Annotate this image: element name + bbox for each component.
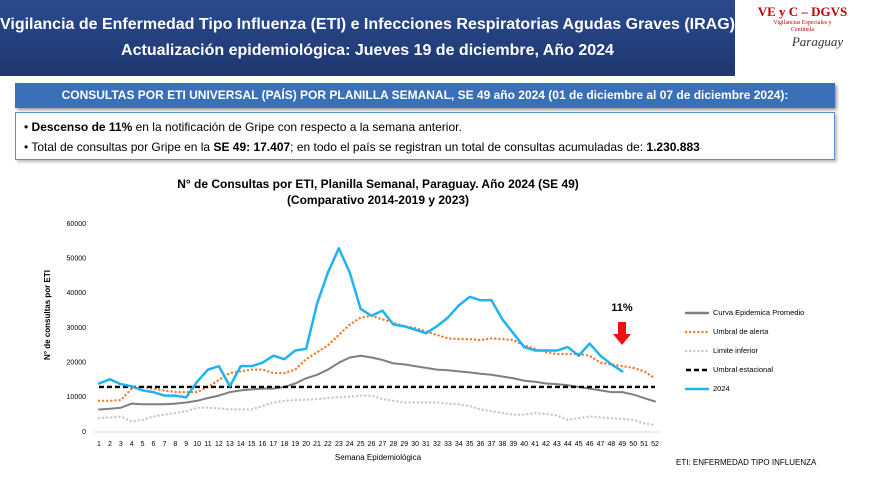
x-tick-label: 21 [313, 441, 321, 448]
x-tick-label: 17 [270, 441, 278, 448]
x-tick-label: 9 [184, 441, 188, 448]
x-tick-label: 25 [357, 441, 365, 448]
series-line [97, 247, 624, 399]
chart: N° de Consultas por ETI, Planilla Semana… [43, 177, 817, 467]
x-tick-label: 51 [640, 441, 648, 448]
series-line [98, 354, 656, 411]
logo-tagline: Vigilancias Especiales y [773, 20, 832, 26]
x-tick-label: 47 [597, 441, 605, 448]
x-tick-label: 28 [389, 441, 397, 448]
x-tick-label: 46 [586, 441, 594, 448]
annotation-arrow [613, 322, 631, 345]
x-tick-label: 37 [488, 441, 496, 448]
x-tick-label: 5 [141, 441, 145, 448]
x-tick-label: 50 [629, 441, 637, 448]
x-tick-label: 24 [346, 441, 354, 448]
x-tick-label: 33 [444, 441, 452, 448]
x-tick-label: 40 [520, 441, 528, 448]
y-tick-label: 60000 [67, 221, 87, 228]
logo: VE y C – DGVS Vigilancias Especiales y C… [740, 4, 865, 70]
y-tick-label: 50000 [67, 256, 87, 263]
note: ETI: ENFERMEDAD TIPO INFLUENZA [676, 458, 817, 467]
x-tick-label: 27 [379, 441, 387, 448]
header-title: Vigilancia de Enfermedad Tipo Influenza … [0, 16, 735, 33]
legend-label: Limite inferior [713, 346, 759, 355]
x-tick-label: 20 [302, 441, 310, 448]
legend-label: Curva Epidemica Promedio [713, 308, 804, 317]
x-tick-label: 13 [226, 441, 234, 448]
x-tick-label: 45 [575, 441, 583, 448]
x-axis-label: Semana Epidemiológica [335, 453, 422, 462]
x-tick-label: 15 [248, 441, 256, 448]
logo-name: VE y C – DGVS [757, 4, 848, 19]
x-tick-label: 31 [422, 441, 430, 448]
y-tick-label: 20000 [67, 360, 87, 367]
x-tick-label: 8 [173, 441, 177, 448]
x-tick-label: 41 [531, 441, 539, 448]
x-tick-label: 34 [455, 441, 463, 448]
annotation: 11% [611, 302, 633, 314]
x-tick-label: 42 [542, 441, 550, 448]
x-tick-label: 19 [291, 441, 299, 448]
header-subtitle: Actualización epidemiológica: Jueves 19 … [121, 42, 614, 59]
x-tick-label: 4 [130, 441, 134, 448]
legend-label: Umbral estacional [713, 365, 773, 374]
x-tick-label: 39 [509, 441, 517, 448]
x-tick-label: 48 [607, 441, 615, 448]
x-tick-label: 32 [433, 441, 441, 448]
x-tick-label: 11 [204, 441, 211, 448]
x-tick-label: 36 [477, 441, 485, 448]
legend-label: 2024 [713, 384, 730, 393]
x-tick-label: 22 [324, 441, 332, 448]
bullet-text: Descenso de 11% [31, 120, 133, 134]
y-tick-label: 30000 [67, 325, 87, 332]
y-tick-label: 0 [82, 429, 86, 436]
banner: CONSULTAS POR ETI UNIVERSAL (PAÍS) POR P… [15, 83, 835, 108]
chart-title: N° de Consultas por ETI, Planilla Semana… [177, 177, 579, 191]
bullet-box: • Descenso de 11% en la notificación de … [15, 112, 835, 160]
x-tick-label: 29 [400, 441, 408, 448]
x-tick-label: 7 [162, 441, 166, 448]
bullet: • Descenso de 11% en la notificación de … [24, 120, 462, 134]
header: Vigilancia de Enfermedad Tipo Influenza … [0, 0, 735, 76]
x-tick-label: 43 [553, 441, 561, 448]
y-axis-label: N° de consultas por ETI [43, 270, 52, 360]
x-tick-label: 26 [368, 441, 376, 448]
x-tick-label: 3 [119, 441, 123, 448]
x-tick-label: 38 [498, 441, 506, 448]
x-tick-label: 23 [335, 441, 343, 448]
chart-subtitle: (Comparativo 2014-2019 y 2023) [287, 193, 469, 207]
bullet-text: en la notificación de Gripe con respecto… [132, 120, 462, 134]
logo-country: Paraguay [791, 34, 844, 49]
legend-label: Umbral de alerta [713, 327, 769, 336]
y-tick-label: 40000 [67, 290, 87, 297]
x-tick-label: 2 [108, 441, 112, 448]
bullet: • Total de consultas por Gripe en la SE … [24, 140, 700, 154]
x-tick-label: 18 [280, 441, 288, 448]
bullet-text: 1.230.883 [646, 140, 700, 154]
x-tick-label: 16 [259, 441, 267, 448]
x-tick-label: 49 [618, 441, 626, 448]
bullet-text: Total de consultas por Gripe en la [31, 140, 214, 154]
x-tick-label: 6 [152, 441, 156, 448]
x-tick-label: 10 [193, 441, 201, 448]
x-tick-label: 12 [215, 441, 223, 448]
bullet-text: ; en todo el país se registran un total … [290, 140, 647, 154]
x-tick-label: 14 [237, 441, 245, 448]
x-tick-label: 1 [97, 441, 101, 448]
logo-tagline: Centinela [791, 27, 814, 33]
x-tick-label: 30 [411, 441, 419, 448]
series-line [97, 314, 657, 402]
x-tick-label: 35 [466, 441, 474, 448]
y-tick-label: 10000 [67, 394, 87, 401]
series-line [97, 394, 657, 427]
x-tick-label: 44 [564, 441, 572, 448]
x-tick-label: 52 [651, 441, 659, 448]
bullet-text: SE 49: 17.407 [213, 140, 291, 154]
